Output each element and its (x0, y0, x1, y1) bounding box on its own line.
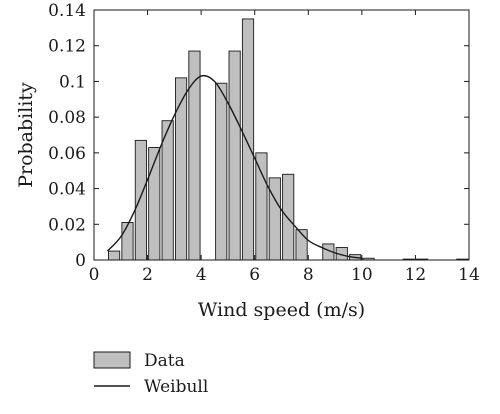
x-tick-label-7: 14 (458, 265, 480, 285)
legend: Data Weibull (93, 351, 208, 397)
legend-label-data: Data (144, 351, 185, 371)
legend-label-weibull: Weibull (144, 377, 208, 397)
y-tick-label-5: 0.1 (59, 72, 86, 92)
y-tick-label-3: 0.06 (48, 144, 86, 164)
bar-10 (255, 152, 268, 261)
x-tick-label-0: 0 (89, 265, 100, 285)
bar-2 (134, 139, 147, 261)
bar-4 (161, 120, 174, 261)
bar-8 (228, 50, 241, 261)
x-tick-label-5: 10 (351, 265, 373, 285)
y-tick-label-2: 0.04 (48, 180, 86, 200)
y-tick-label-4: 0.08 (48, 108, 86, 128)
plot-frame (93, 9, 470, 261)
x-tick-label-2: 4 (196, 265, 207, 285)
y-tick-label-6: 0.12 (48, 37, 86, 57)
x-tick-label-3: 6 (249, 265, 260, 285)
legend-swatch-data (93, 351, 131, 369)
bar-7 (215, 82, 228, 261)
y-tick-label-7: 0.14 (48, 1, 86, 21)
bars-layer (108, 18, 469, 261)
bar-12 (282, 173, 295, 261)
x-tick-label-4: 8 (303, 265, 314, 285)
bar-11 (268, 177, 281, 261)
bar-1 (121, 222, 134, 261)
weibull-curve (106, 74, 362, 259)
x-axis-title: Wind speed (m/s) (198, 299, 365, 321)
bar-9 (241, 18, 255, 261)
y-axis-title: Probability (15, 82, 37, 188)
x-tick-label-6: 12 (405, 265, 427, 285)
bar-5 (174, 77, 188, 261)
x-tick-label-1: 2 (142, 265, 153, 285)
bar-0 (108, 250, 121, 261)
y-tick-label-1: 0.02 (48, 215, 86, 235)
ticks-layer: 0 2 4 6 8 10 12 14 0 0.02 0.04 0.06 0.08 0.1 0.12 0.14 (48, 1, 480, 285)
y-tick-label-0: 0 (75, 251, 86, 271)
